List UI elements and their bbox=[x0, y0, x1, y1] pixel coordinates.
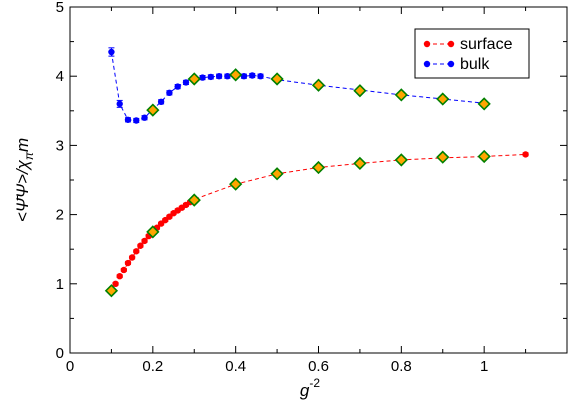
point-bulk bbox=[166, 89, 173, 97]
diamond-point bbox=[436, 150, 450, 164]
y-tick-label: 2 bbox=[56, 207, 64, 224]
point-bulk bbox=[199, 74, 206, 81]
diamond-point bbox=[353, 156, 367, 171]
legend-surface-label: surface bbox=[460, 36, 513, 53]
series-layer bbox=[104, 47, 529, 298]
legend-bulk-marker-right bbox=[447, 60, 455, 68]
diamond-point bbox=[229, 68, 243, 82]
y-axis-title-sub: π bbox=[22, 151, 36, 160]
point-bulk bbox=[207, 73, 215, 81]
legend: surface bulk bbox=[414, 28, 530, 79]
diamond-point bbox=[311, 78, 326, 92]
series-line-surface bbox=[110, 153, 526, 291]
point-surface bbox=[112, 280, 119, 287]
y-axis-title: <Ψ̄Ψ>/χπm bbox=[13, 138, 36, 222]
diamond-point bbox=[394, 153, 408, 167]
diamond-point bbox=[353, 84, 367, 98]
diamond-point bbox=[187, 72, 201, 86]
point-surface bbox=[124, 259, 132, 267]
diamond-point bbox=[436, 92, 450, 106]
y-axis-title-tail: m bbox=[13, 138, 32, 152]
point-surface bbox=[116, 272, 123, 280]
point-surface bbox=[128, 254, 136, 261]
x-axis-title-sup: -2 bbox=[309, 376, 320, 390]
diamond-point bbox=[187, 193, 201, 207]
point-bulk bbox=[133, 117, 140, 124]
y-tick-label: 5 bbox=[56, 0, 64, 16]
point-surface bbox=[133, 248, 140, 255]
diamond-point bbox=[270, 72, 284, 86]
y-tick-label: 4 bbox=[56, 68, 64, 85]
series-reference bbox=[104, 68, 491, 298]
y-tick-label: 3 bbox=[56, 137, 64, 154]
diamond-point bbox=[270, 167, 284, 181]
point-bulk bbox=[157, 98, 165, 106]
diamond-point bbox=[477, 97, 491, 111]
diamond-point bbox=[146, 225, 160, 239]
legend-surface-marker-left bbox=[423, 40, 431, 48]
x-tick-label: 0 bbox=[66, 358, 74, 375]
y-tick-label: 1 bbox=[56, 276, 64, 293]
plot-frame bbox=[69, 6, 568, 354]
point-surface bbox=[137, 242, 144, 249]
y-tick-label: 0 bbox=[56, 345, 64, 362]
point-surface bbox=[120, 266, 128, 274]
diamond-point bbox=[104, 284, 119, 298]
point-bulk bbox=[116, 100, 123, 108]
point-bulk bbox=[224, 73, 231, 80]
ticks-layer: 0 0.2 0.4 0.6 0.8 1 0 1 2 3 4 5 bbox=[56, 0, 567, 375]
diamond-point bbox=[477, 149, 491, 164]
x-tick-label: 0.2 bbox=[142, 358, 163, 375]
point-bulk bbox=[141, 114, 148, 121]
point-bulk bbox=[108, 48, 115, 56]
x-tick-label: 0.4 bbox=[225, 358, 246, 375]
x-tick-label: 1 bbox=[480, 358, 488, 375]
x-tick-label: 0.8 bbox=[391, 358, 412, 375]
legend-bulk-label: bulk bbox=[460, 56, 490, 73]
x-tick-label: 0.6 bbox=[308, 358, 329, 375]
point-surface bbox=[522, 151, 529, 158]
legend-bulk-marker-left bbox=[423, 60, 431, 68]
legend-box bbox=[414, 28, 530, 79]
point-bulk bbox=[174, 83, 181, 90]
legend-surface-marker-right bbox=[447, 40, 455, 48]
point-bulk bbox=[249, 72, 256, 79]
point-bulk bbox=[257, 73, 264, 80]
diamond-point bbox=[311, 160, 326, 175]
diamond-point bbox=[229, 177, 243, 191]
point-bulk bbox=[215, 73, 223, 80]
diamond-point bbox=[394, 88, 408, 102]
diamond-point bbox=[146, 103, 160, 117]
point-bulk bbox=[240, 73, 248, 80]
point-bulk bbox=[124, 116, 132, 123]
point-surface bbox=[141, 237, 148, 245]
point-bulk bbox=[182, 79, 190, 86]
x-axis-title: g-2 bbox=[300, 376, 320, 400]
